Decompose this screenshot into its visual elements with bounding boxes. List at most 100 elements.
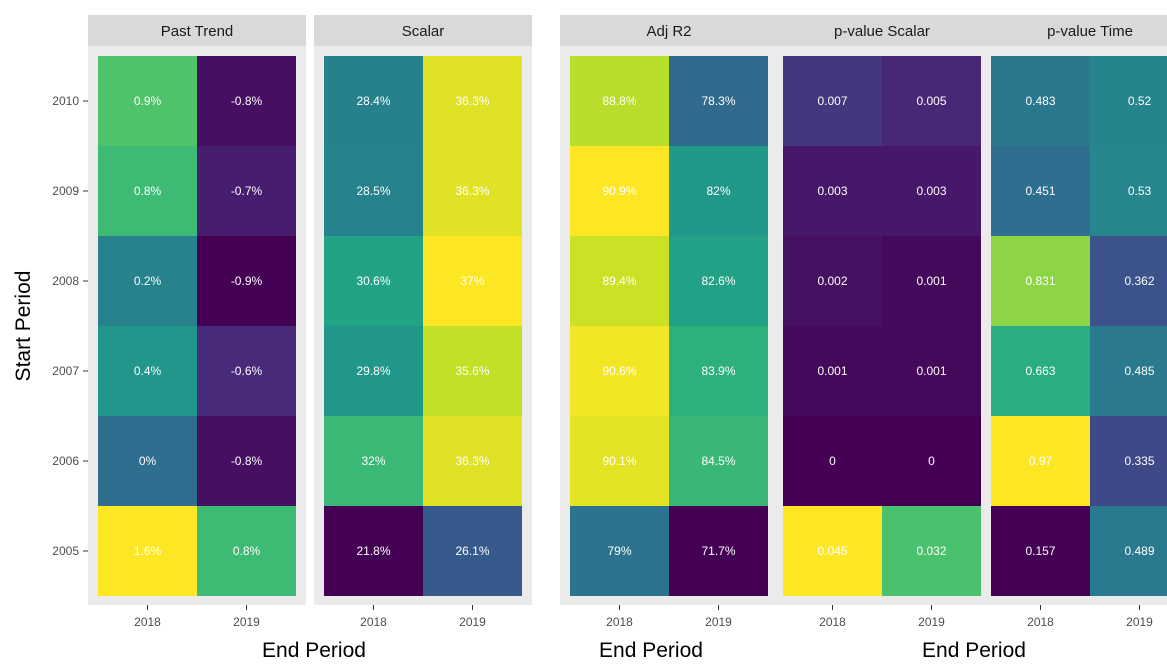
panel-title: p-value Time [1047,23,1133,40]
heatmap-cell [882,56,981,146]
y-tick-label: 2006 [52,454,79,468]
heatmap-cell [882,416,981,506]
cell-label: 28.4% [356,94,390,108]
cell-label: 0.8% [233,544,261,558]
heatmap-cell [570,416,669,506]
panel-strip [560,15,778,46]
panel-title: Adj R2 [646,23,691,40]
panel-title: Scalar [402,23,445,40]
heatmap-cell [669,506,768,596]
heatmap-cell [669,146,768,236]
x-tick-label: 2019 [1126,615,1153,629]
heatmap-cell [423,506,522,596]
cell-label: 26.1% [455,544,489,558]
heatmap-cell [423,326,522,416]
cell-label: 0% [139,454,157,468]
heatmap-cell [1090,146,1167,236]
heatmap-cell [197,236,296,326]
cell-label: 36.3% [455,94,489,108]
heatmap-cell [570,326,669,416]
heatmap-cell [98,506,197,596]
heatmap-cell [882,506,981,596]
cell-label: 0.005 [916,94,946,108]
heatmap-cell [197,146,296,236]
panels: Past Trend 0.9% -0.8% 0.8% -0.7% 0.2% -0.9% 0.4… [88,15,1167,629]
heatmap-cell [324,506,423,596]
y-axis-title: Start Period [12,271,35,382]
heatmap-cell [1090,56,1167,146]
heatmap-cell [1090,416,1167,506]
heatmap-cell [783,236,882,326]
cell-label: 0.335 [1124,454,1154,468]
heatmap-cell [324,146,423,236]
heatmap-cell [570,236,669,326]
heatmap-cell [1090,506,1167,596]
cell-label: 82% [706,184,730,198]
cell-label: 0.4% [134,364,162,378]
x-axis-title: End Period [922,639,1026,662]
heatmap-cell [98,56,197,146]
cell-label: 1.6% [134,544,162,558]
cell-label: 36.3% [455,184,489,198]
heatmap-cell [98,326,197,416]
cell-label: -0.9% [231,274,263,288]
heatmap-cell [882,236,981,326]
panel-title: p-value Scalar [834,23,930,40]
cell-label: 0.485 [1124,364,1154,378]
cell-label: 0.8% [134,184,162,198]
heatmap-cell [669,56,768,146]
cell-label: 0.483 [1025,94,1055,108]
panel-strip [773,15,991,46]
cell-label: 71.7% [701,544,735,558]
x-tick-label: 2018 [606,615,633,629]
panel-strip [981,15,1167,46]
heatmap-cell [98,146,197,236]
panel: Scalar 28.4% 36.3% 28.5% 36.3% 30.6% 37% 29.8% 3… [314,15,532,629]
y-tick-label: 2007 [52,364,79,378]
cell-label: -0.7% [231,184,263,198]
x-tick-label: 2018 [819,615,846,629]
heatmap-cell [882,146,981,236]
panel-title: Past Trend [161,23,234,40]
panel: p-value Time 0.483 0.52 0.451 0.53 0.831 0.362… [981,15,1167,629]
cell-label: 35.6% [455,364,489,378]
cell-label: 0.2% [134,274,162,288]
cell-label: 90.1% [602,454,636,468]
cell-label: 0.9% [134,94,162,108]
cell-label: -0.8% [231,94,263,108]
cell-label: 30.6% [356,274,390,288]
heatmap-cell [98,236,197,326]
y-tick-label: 2005 [52,544,79,558]
x-axis-titles: End Period End Period End Period [262,639,1026,662]
heatmap-cell [324,236,423,326]
x-axis-title: End Period [599,639,703,662]
x-tick-label: 2019 [233,615,260,629]
panel-strip [314,15,532,46]
cell-label: 82.6% [701,274,735,288]
cell-label: 29.8% [356,364,390,378]
cell-label: 90.6% [602,364,636,378]
heatmap-cell [324,56,423,146]
cell-label: 0.001 [916,364,946,378]
heatmap-cell [783,326,882,416]
x-tick-label: 2018 [360,615,387,629]
cell-label: 84.5% [701,454,735,468]
cell-label: 0.003 [916,184,946,198]
heatmap-cell [991,146,1090,236]
cell-label: 32% [361,454,385,468]
x-tick-label: 2019 [705,615,732,629]
heatmap-cell [423,56,522,146]
heatmap-cell [991,326,1090,416]
heatmap-cell [197,326,296,416]
heatmap-cell [324,416,423,506]
x-tick-label: 2018 [1027,615,1054,629]
panel: p-value Scalar 0.007 0.005 0.003 0.003 0.002 0… [773,15,991,629]
cell-label: 0.001 [817,364,847,378]
cell-label: 0.53 [1128,184,1152,198]
cell-label: 90.9% [602,184,636,198]
x-tick-label: 2018 [134,615,161,629]
heatmap-cell [570,56,669,146]
heatmap-cell [991,236,1090,326]
cell-label: 37% [460,274,484,288]
y-tick-label: 2009 [52,184,79,198]
